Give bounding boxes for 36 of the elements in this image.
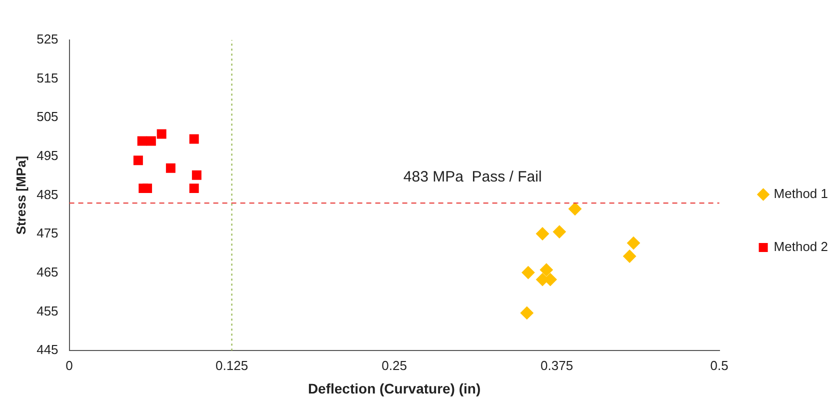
- y-tick-label: 495: [36, 148, 58, 164]
- point: [568, 202, 582, 216]
- y-axis-title: Stress [MPa]: [13, 156, 28, 235]
- point: [536, 227, 549, 240]
- y-tick-label: 445: [36, 342, 58, 358]
- point: [522, 266, 535, 280]
- point: [623, 250, 636, 263]
- point: [626, 236, 640, 250]
- x-tick-label: 0.375: [540, 358, 574, 373]
- point: [520, 306, 534, 320]
- point: [146, 136, 156, 146]
- x-tick-label: 0.25: [382, 358, 407, 373]
- x-tick-label: 0.5: [710, 358, 728, 373]
- y-tick-label: 515: [36, 70, 58, 86]
- x-axis-title: Deflection (Curvature) (in): [308, 380, 481, 396]
- x-tick-label: 0.125: [216, 358, 248, 373]
- point: [142, 184, 152, 194]
- point: [192, 170, 202, 180]
- point: [552, 225, 566, 238]
- annotation: 483 MPa Pass / Fail: [403, 168, 542, 186]
- y-tick-label: 505: [36, 109, 58, 124]
- y-tick-label: 465: [36, 264, 58, 280]
- point: [166, 163, 176, 173]
- y-tick-label: 475: [36, 226, 58, 241]
- point: [189, 134, 199, 144]
- y-tick-label: 455: [36, 303, 58, 318]
- legend-label: Method 2: [774, 239, 828, 254]
- y-tick-label: 485: [36, 186, 58, 202]
- point: [133, 156, 143, 166]
- point: [540, 263, 553, 276]
- point: [156, 129, 166, 139]
- x-tick-label: 0: [66, 358, 73, 373]
- y-tick-label: 525: [36, 32, 58, 47]
- point: [189, 184, 199, 194]
- legend-label: Method 1: [774, 186, 828, 202]
- point: [137, 136, 147, 146]
